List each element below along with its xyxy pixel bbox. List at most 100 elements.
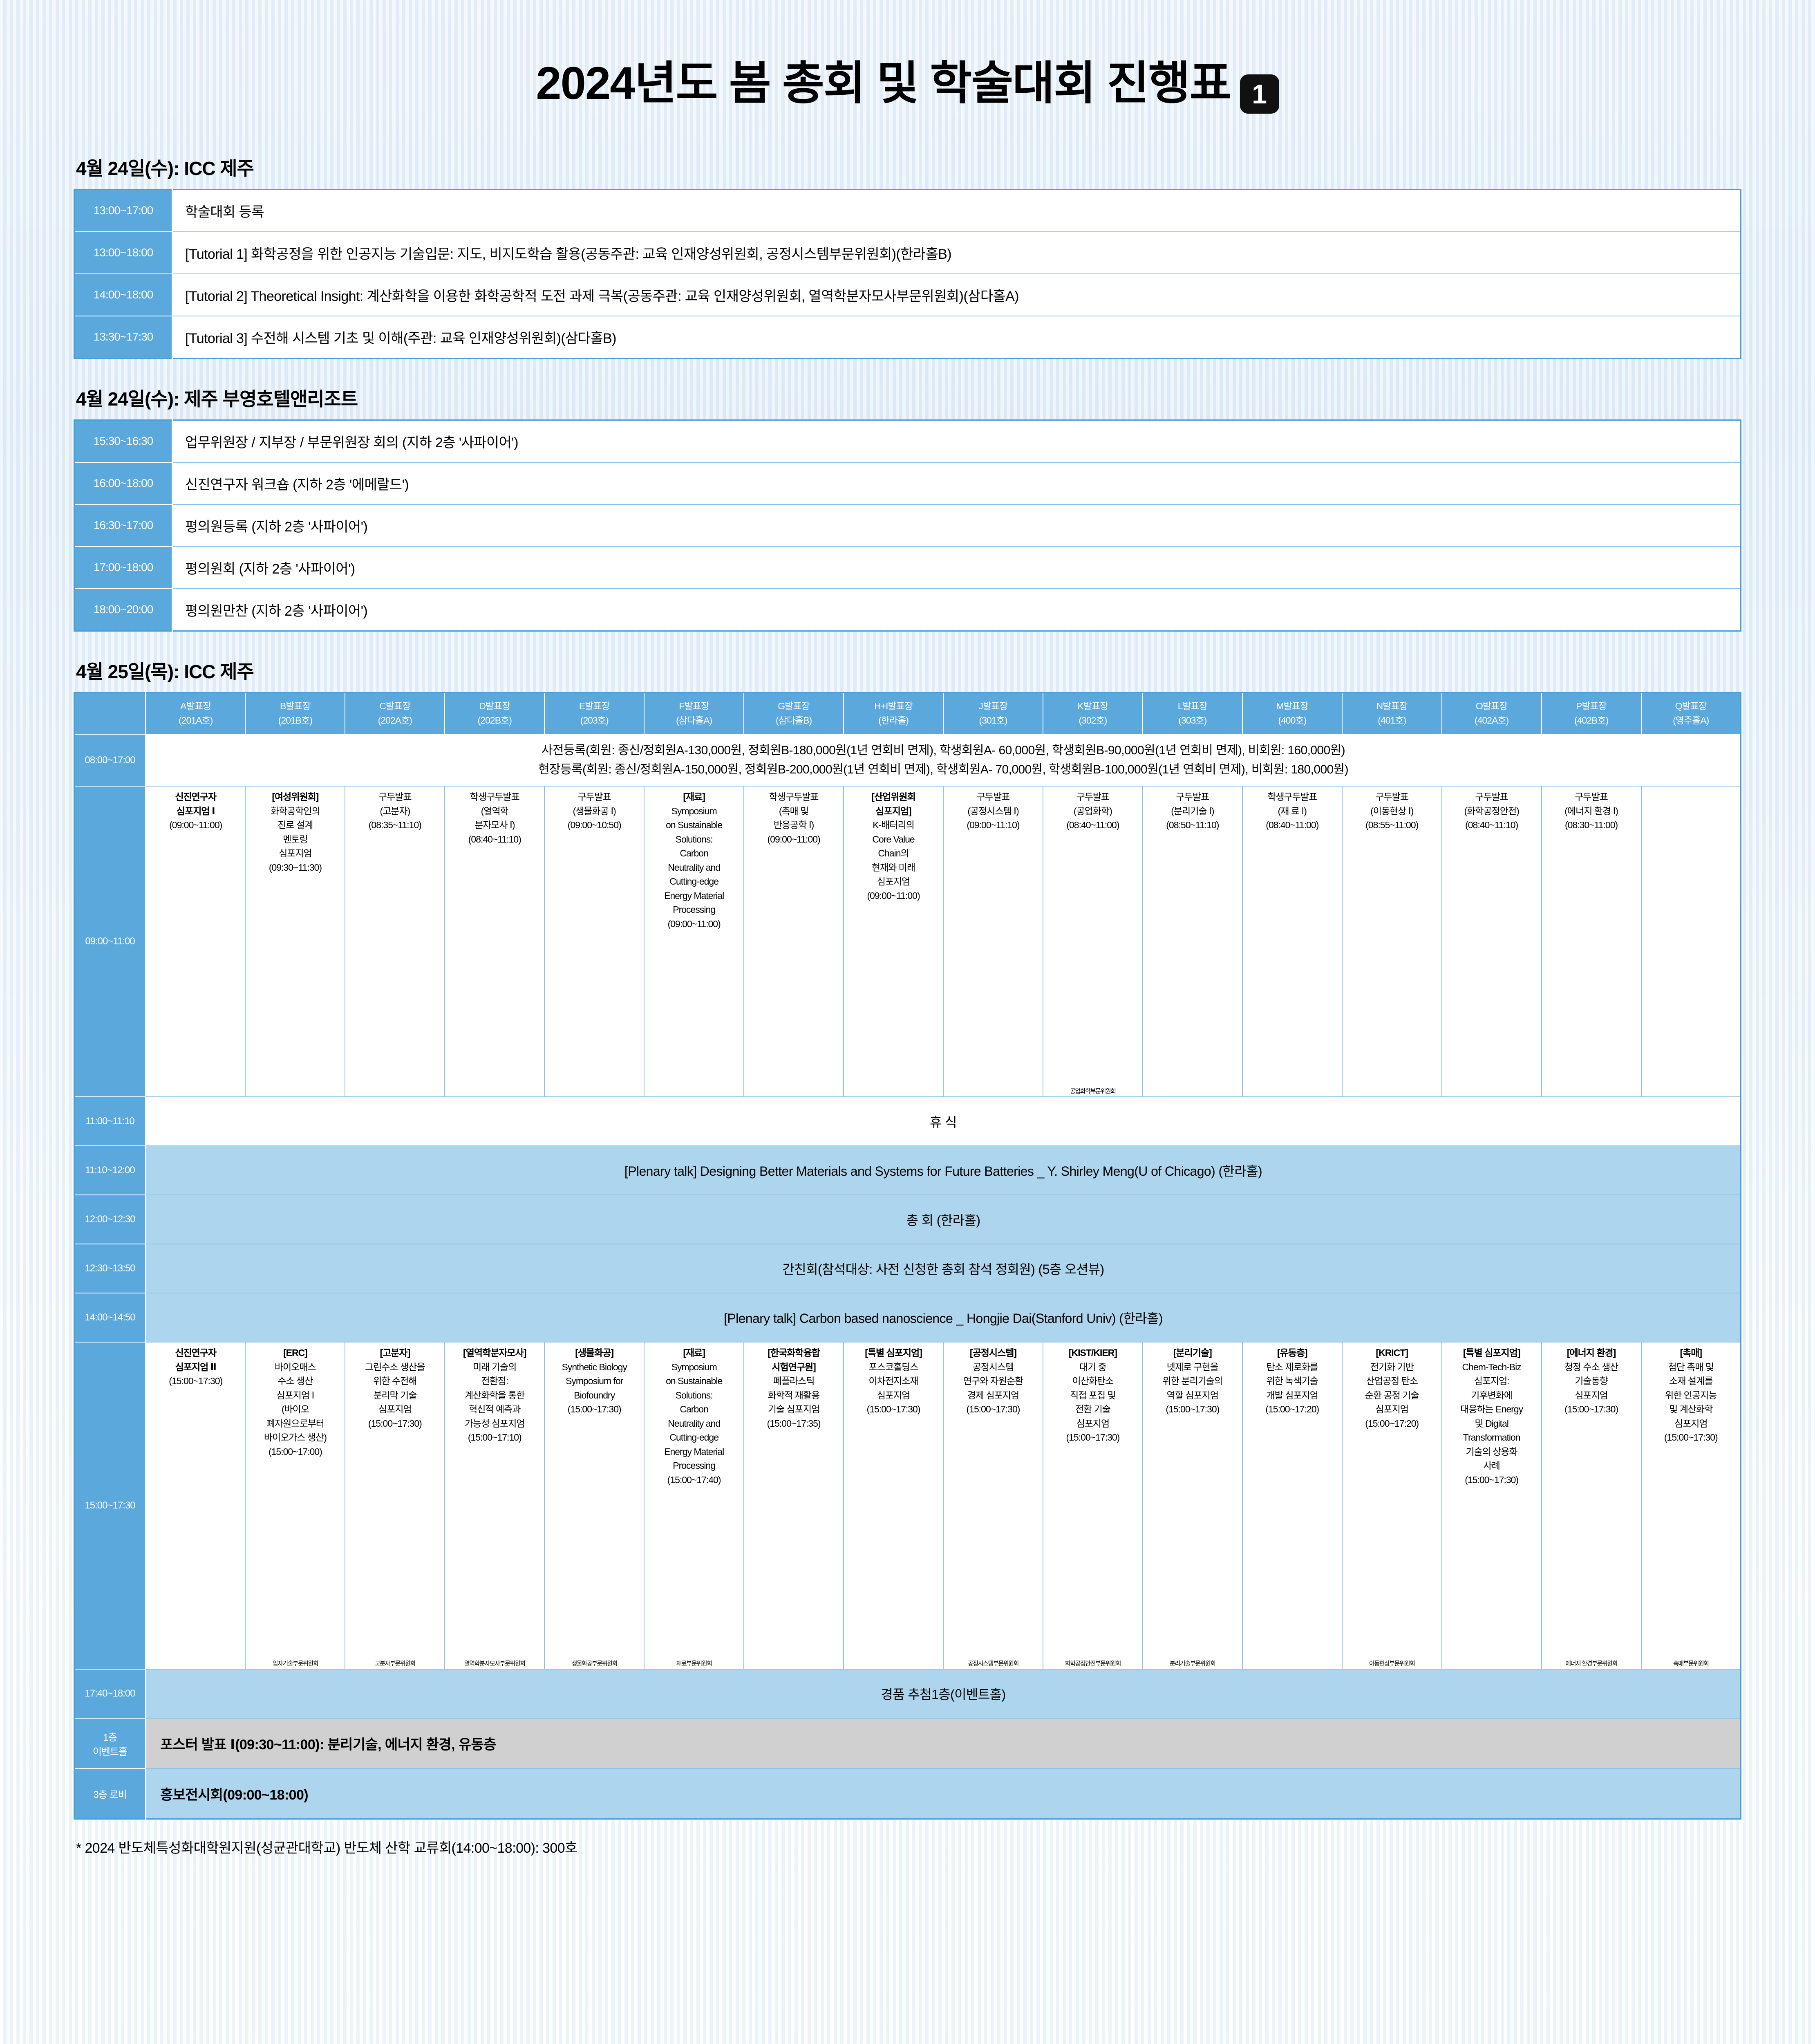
row-content: 총 회 (한라홀) bbox=[145, 1195, 1741, 1245]
room-name: B발표장 bbox=[280, 700, 311, 711]
section2-table: 15:30~16:30 업무위원장 / 지부장 / 부문위원장 회의 (지하 2층… bbox=[74, 419, 1741, 632]
room-header-6: F발표장 (삼다홀A) bbox=[644, 693, 745, 735]
room-name: D발표장 bbox=[479, 700, 510, 711]
room-header-14: O발표장 (402A호) bbox=[1441, 693, 1542, 735]
row-content: [Plenary talk] Designing Better Material… bbox=[145, 1145, 1741, 1196]
row-description: 평의원등록 (지하 2층 '사파이어') bbox=[172, 504, 1741, 547]
session-cell-9[interactable]: 구두발표 (공정시스템 Ⅰ) (09:00~11:10) bbox=[943, 786, 1043, 1098]
session-cell-15[interactable]: [에너지 환경] 청정 수소 생산 기술동향 심포지엄 (15:00~17:30) 에너지… bbox=[1541, 1342, 1642, 1670]
room-location: (402A호) bbox=[1475, 715, 1509, 726]
section2-heading: 4월 24일(수): 제주 부영호텔앤리조트 bbox=[76, 388, 358, 410]
session-cell-4[interactable]: [열역학분자모사] 미래 기술의 전환점: 계산화학을 통한 혁신적 예측과 가능성 심포… bbox=[444, 1342, 545, 1670]
session-cell-4[interactable]: 학생구두발표 (열역학 분자모사 Ⅰ) (08:40~11:10) bbox=[444, 786, 545, 1098]
session-cell-14[interactable]: 구두발표 (화학공정안전) (08:40~11:10) bbox=[1441, 786, 1542, 1098]
committee-label: 생물화공부문위원회 bbox=[571, 1660, 618, 1667]
room-location: (301호) bbox=[979, 715, 1008, 726]
room-header-5: E발표장 (203호) bbox=[544, 693, 645, 735]
session-cell-12[interactable]: 학생구두발표 (재 료 Ⅰ) (08:40~11:00) bbox=[1242, 786, 1343, 1098]
room-header-4: D발표장 (202B호) bbox=[444, 693, 545, 735]
row-time: 15:00~17:30 bbox=[74, 1342, 146, 1670]
session-cell-15[interactable]: 구두발표 (에너지 환경 Ⅰ) (08:30~11:00) bbox=[1541, 786, 1642, 1098]
session-cell-10[interactable]: [KIST/KIER] 대기 중 이산화탄소 직접 포집 및 전환 기술 심포지엄 (15:… bbox=[1042, 1342, 1143, 1670]
committee-label: 입자기술부문위원회 bbox=[272, 1660, 319, 1667]
room-header-8: H+I발표장 (한라홀) bbox=[843, 693, 944, 735]
room-location: (400호) bbox=[1278, 715, 1307, 726]
session-cell-7[interactable]: [한국화학융합 시험연구원] 폐플라스틱 화학적 재활용 기술 심포지엄 (15:00~1… bbox=[743, 1342, 844, 1670]
room-location: (삼다홀A) bbox=[676, 715, 712, 726]
session-cell-9[interactable]: [공정시스템] 공정시스템 연구와 자원순환 경제 심포지엄 (15:00~17:30)… bbox=[943, 1342, 1043, 1670]
session-cell-14[interactable]: [특별 심포지엄] Chem-Tech-Biz 심포지엄: 기후변화에 대응하는 Ene… bbox=[1441, 1342, 1542, 1670]
session-cell-13[interactable]: [KRICT] 전기화 기반 산업공정 탄소 순환 공정 기술 심포지엄 (15:00~1… bbox=[1341, 1342, 1442, 1670]
row-time: 12:00~12:30 bbox=[74, 1195, 146, 1245]
session-cell-6[interactable]: [재료] Symposium on Sustainable Solutions: Car… bbox=[644, 786, 745, 1098]
row-time: 13:00~18:00 bbox=[74, 231, 173, 274]
session-cell-2[interactable]: [여성위원회] 화학공학인의 진로 설계 멘토링 심포지엄 (09:30~11:30) bbox=[245, 786, 346, 1098]
table-row: 16:00~18:00 신진연구자 워크숍 (지하 2층 '에메랄드') bbox=[74, 462, 1741, 505]
session-cell-7[interactable]: 학생구두발표 (촉매 및 반응공학 Ⅰ) (09:00~11:00) bbox=[743, 786, 844, 1098]
room-header-11: L발표장 (303호) bbox=[1142, 693, 1243, 735]
session-cell-13[interactable]: 구두발표 (이동현상 Ⅰ) (08:55~11:00) bbox=[1341, 786, 1442, 1098]
page-number-badge: 1 bbox=[1240, 74, 1279, 114]
row-description: 업무위원장 / 지부장 / 부문위원장 회의 (지하 2층 '사파이어') bbox=[172, 419, 1741, 463]
room-name: A발표장 bbox=[180, 700, 211, 711]
section3-heading: 4월 25일(목): ICC 제주 bbox=[76, 661, 254, 682]
room-name: G발표장 bbox=[778, 700, 810, 711]
room-header-9: J발표장 (301호) bbox=[943, 693, 1043, 735]
room-name: C발표장 bbox=[379, 700, 411, 711]
session-cell-11[interactable]: 구두발표 (분리기술 Ⅰ) (08:50~11:10) bbox=[1142, 786, 1243, 1098]
committee-label: 공업화학부문위원회 bbox=[1070, 1087, 1116, 1095]
session-cell-6[interactable]: [재료] Symposium on Sustainable Solutions: Car… bbox=[644, 1342, 745, 1670]
row-time: 12:30~13:50 bbox=[74, 1244, 146, 1294]
session-cell-3[interactable]: [고분자] 그린수소 생산을 위한 수전해 분리막 기술 심포지엄 (15:00~17:3… bbox=[345, 1342, 445, 1670]
section1-heading: 4월 24일(수): ICC 제주 bbox=[76, 157, 254, 179]
room-name: O발표장 bbox=[1475, 700, 1508, 711]
row-time: 08:00~17:00 bbox=[74, 734, 146, 787]
committee-label: 분리기술부문위원회 bbox=[1170, 1660, 1216, 1667]
room-location: (201A호) bbox=[179, 715, 213, 726]
session-cell-2[interactable]: [ERC] 바이오매스 수소 생산 심포지엄 Ⅰ (바이오 폐자원으로부터 바이오가스 생산… bbox=[245, 1342, 346, 1670]
social-gathering-row: 12:30~13:50 간친회(참석대상: 사전 신청한 총회 참석 정회원) (… bbox=[74, 1244, 1741, 1294]
row-time: 11:00~11:10 bbox=[74, 1096, 146, 1147]
row-content: 포스터 발표 Ⅰ(09:30~11:00): 분리기술, 에너지 환경, 유동층 bbox=[145, 1718, 1741, 1769]
session-cell-1[interactable]: 신진연구자 심포지엄 Ⅰ (09:00~11:00) bbox=[145, 786, 246, 1098]
room-name: H+I발표장 bbox=[874, 700, 913, 711]
session-cell-10[interactable]: 구두발표 (공업화학) (08:40~11:00) 공업화학부문위원회 bbox=[1042, 786, 1143, 1098]
table-row: 18:00~20:00 평의원만찬 (지하 2층 '사파이어') bbox=[74, 588, 1741, 632]
exhibition-row: 3층 로비 홍보전시회(09:00~18:00) bbox=[74, 1768, 1741, 1820]
committee-label: 고분자부문위원회 bbox=[374, 1660, 416, 1667]
room-location: (영주홀A) bbox=[1673, 715, 1709, 726]
committee-label: 재료부문위원회 bbox=[676, 1660, 712, 1667]
registration-pre: 사전등록(회원: 종신/정회원A-130,000원, 정회원B-180,000원… bbox=[542, 744, 1345, 758]
room-header-13: N발표장 (401호) bbox=[1341, 693, 1442, 735]
session-cell-12[interactable]: [유동층] 탄소 제로화를 위한 녹색기술 개발 심포지엄 (15:00~17:20) bbox=[1242, 1342, 1343, 1670]
session-cell-8[interactable]: [특별 심포지엄] 포스코홀딩스 이차전지소재 심포지엄 (15:00~17:30) bbox=[843, 1342, 944, 1670]
session-cell-16[interactable]: [촉매] 첨단 촉매 및 소재 설계를 위한 인공지능 및 계산화학 심포지엄 (15:00… bbox=[1640, 1342, 1741, 1670]
committee-label: 이동현상부문위원회 bbox=[1369, 1660, 1415, 1667]
session-cell-5[interactable]: 구두발표 (생물화공 Ⅰ) (09:00~10:50) bbox=[544, 786, 645, 1098]
plenary-talk-1-row: 11:10~12:00 [Plenary talk] Designing Bett… bbox=[74, 1145, 1741, 1196]
footnote: * 2024 반도체특성화대학원지원(성균관대학교) 반도체 산학 교류회(14… bbox=[76, 1840, 577, 1856]
row-time: 14:00~18:00 bbox=[74, 273, 173, 316]
general-assembly-row: 12:00~12:30 총 회 (한라홀) bbox=[74, 1195, 1741, 1245]
table-row: 13:00~18:00 [Tutorial 1] 화학공정을 위한 인공지능 기술… bbox=[74, 231, 1741, 274]
session-cell-8[interactable]: [산업위원회 심포지엄] K-배터리의 Core Value Chain의 현재와 미래 심… bbox=[843, 786, 944, 1098]
room-location: (201B호) bbox=[278, 715, 313, 726]
row-description: [Tutorial 3] 수전해 시스템 기초 및 이해(주관: 교육 인재양성… bbox=[172, 315, 1741, 359]
session-cell-16[interactable] bbox=[1640, 786, 1741, 1098]
row-description: [Tutorial 2] Theoretical Insight: 계산화학을 … bbox=[172, 273, 1741, 316]
session-cell-5[interactable]: [생물화공] Synthetic Biology Symposium for Biof… bbox=[544, 1342, 645, 1670]
room-location: (한라홀) bbox=[878, 715, 909, 726]
row-description: 평의원회 (지하 2층 '사파이어') bbox=[172, 546, 1741, 589]
room-header-2: B발표장 (201B호) bbox=[245, 693, 346, 735]
main-schedule-table: A발표장 (201A호) B발표장 (201B호) C발표장 (202A호) D발표장 (20… bbox=[74, 692, 1741, 1820]
room-location: (203호) bbox=[580, 715, 609, 726]
session-cell-1[interactable]: 신진연구자 심포지엄 Ⅱ (15:00~17:30) bbox=[145, 1342, 246, 1670]
session-cell-11[interactable]: [분리기술] 넷제로 구현을 위한 분리기술의 역할 심포지엄 (15:00~17:30… bbox=[1142, 1342, 1243, 1670]
corner-cell bbox=[74, 693, 146, 735]
row-time: 17:40~18:00 bbox=[74, 1669, 146, 1719]
room-header-12: M발표장 (400호) bbox=[1242, 693, 1343, 735]
table-row: 16:30~17:00 평의원등록 (지하 2층 '사파이어') bbox=[74, 504, 1741, 547]
row-content: 간친회(참석대상: 사전 신청한 총회 참석 정회원) (5층 오션뷰) bbox=[145, 1244, 1741, 1294]
row-time: 16:30~17:00 bbox=[74, 504, 173, 547]
session-cell-3[interactable]: 구두발표 (고분자) (08:35~11:10) bbox=[345, 786, 445, 1098]
